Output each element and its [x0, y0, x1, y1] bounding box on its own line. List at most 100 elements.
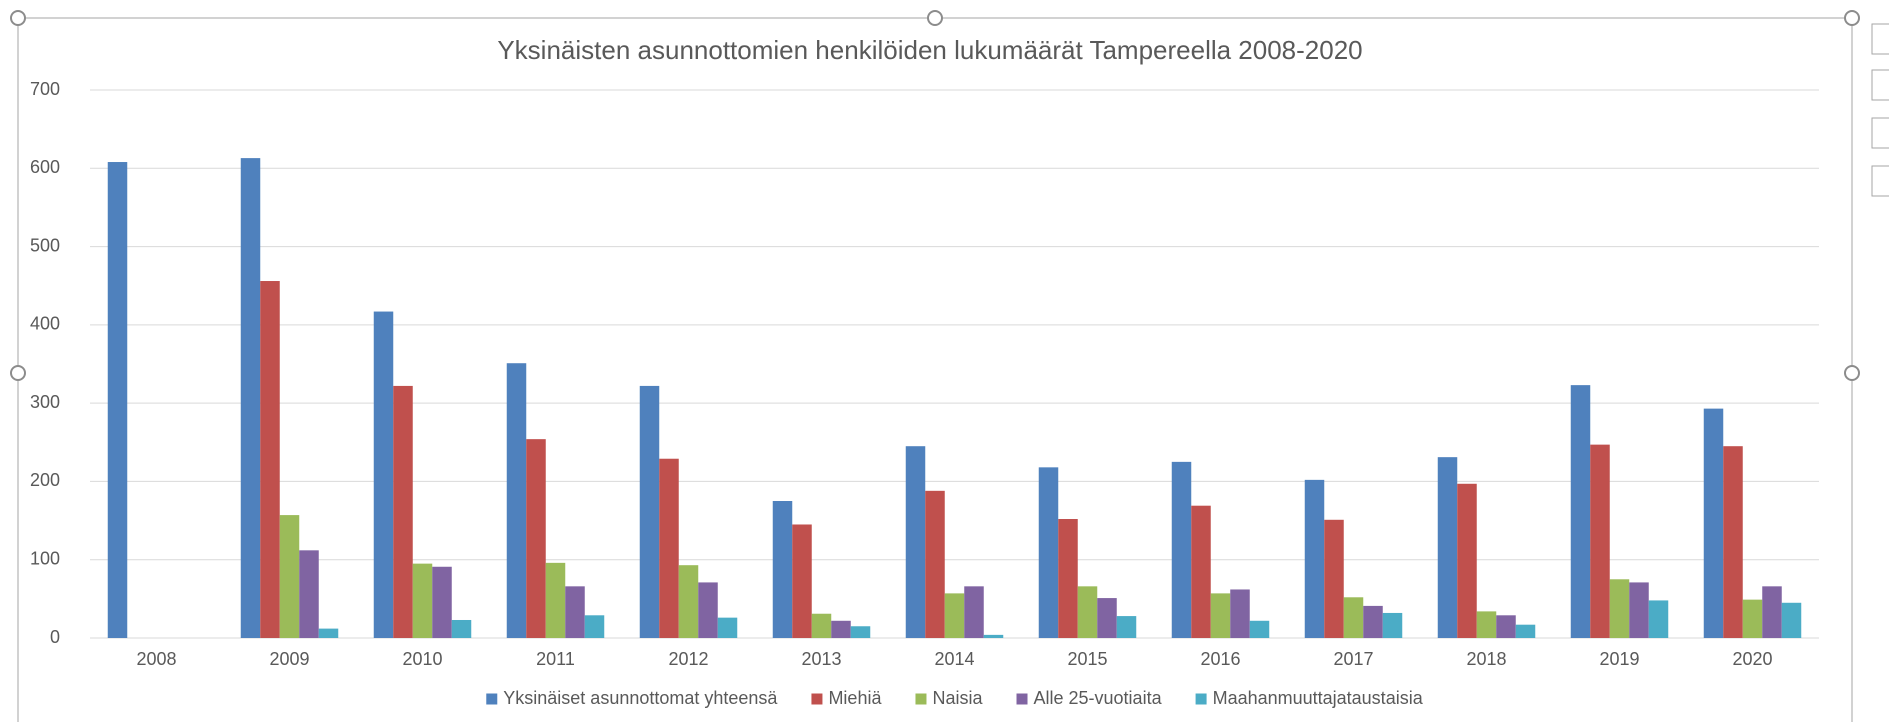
bar	[1496, 615, 1516, 638]
bar	[545, 562, 566, 638]
chart-filters-button[interactable]	[1871, 117, 1889, 149]
bar	[1343, 597, 1364, 638]
bar	[811, 613, 832, 638]
x-tick-label: 2016	[1200, 649, 1240, 669]
bar	[279, 515, 300, 638]
legend-label: Maahanmuuttajataustaisia	[1213, 688, 1424, 708]
resize-handle[interactable]	[10, 10, 26, 26]
bar	[639, 385, 660, 638]
x-tick-label: 2011	[536, 649, 575, 669]
x-tick-label: 2013	[801, 649, 841, 669]
bar	[260, 281, 280, 638]
resize-handle[interactable]	[927, 10, 943, 26]
y-tick-label: 500	[30, 235, 60, 255]
x-tick-label: 2019	[1599, 649, 1639, 669]
legend-label: Naisia	[932, 688, 983, 708]
resize-handle[interactable]	[1844, 365, 1860, 381]
bar	[1648, 600, 1669, 638]
bar	[850, 626, 871, 638]
bar	[1304, 479, 1325, 638]
bar	[964, 586, 984, 638]
x-tick-label: 2018	[1466, 649, 1506, 669]
resize-handle[interactable]	[1844, 10, 1860, 26]
bar	[240, 158, 261, 638]
legend-label: Yksinäiset asunnottomat yhteensä	[503, 688, 778, 708]
chart-elements-button[interactable]	[1871, 23, 1889, 55]
bar	[1324, 519, 1344, 638]
bar	[1742, 599, 1763, 638]
y-tick-label: 300	[30, 392, 60, 412]
bar	[584, 615, 605, 638]
bar	[1629, 582, 1649, 638]
bar	[506, 363, 527, 638]
x-tick-label: 2014	[934, 649, 974, 669]
legend-swatch	[486, 693, 498, 705]
bar	[526, 439, 546, 638]
bar	[412, 563, 433, 638]
bar	[925, 490, 945, 638]
bar	[1762, 586, 1782, 638]
x-tick-label: 2015	[1067, 649, 1107, 669]
bar	[983, 634, 1004, 638]
y-tick-label: 400	[30, 314, 60, 334]
bar	[1038, 467, 1059, 638]
x-tick-label: 2010	[402, 649, 442, 669]
chart-styles-button[interactable]	[1871, 69, 1889, 101]
bar	[1781, 602, 1802, 638]
y-tick-label: 600	[30, 157, 60, 177]
bar	[1382, 612, 1403, 638]
bar	[905, 446, 926, 638]
x-tick-label: 2009	[269, 649, 309, 669]
bar	[792, 524, 812, 638]
y-tick-label: 200	[30, 470, 60, 490]
legend-swatch	[915, 693, 927, 705]
bar	[1097, 598, 1117, 638]
bar	[107, 162, 128, 638]
bar	[565, 586, 585, 638]
bar	[678, 565, 699, 638]
bar	[1077, 586, 1098, 638]
bar	[432, 566, 452, 638]
legend-swatch	[1016, 693, 1028, 705]
bar	[1476, 611, 1497, 638]
bar	[318, 628, 339, 638]
bar	[1723, 446, 1743, 638]
bar	[717, 617, 738, 638]
x-tick-label: 2008	[136, 649, 176, 669]
x-tick-label: 2020	[1732, 649, 1772, 669]
legend-swatch	[811, 693, 823, 705]
bar	[1363, 605, 1383, 638]
resize-handle[interactable]	[10, 365, 26, 381]
bar	[1230, 589, 1250, 638]
bar	[1191, 505, 1211, 638]
x-tick-label: 2012	[668, 649, 708, 669]
bar	[944, 593, 965, 638]
bar	[1058, 519, 1078, 638]
chart-title: Yksinäisten asunnottomien henkilöiden lu…	[497, 35, 1362, 65]
legend-label: Miehiä	[828, 688, 882, 708]
bar	[1515, 624, 1536, 638]
bar	[831, 620, 851, 638]
y-tick-label: 700	[30, 79, 60, 99]
x-tick-label: 2017	[1333, 649, 1373, 669]
bar	[1437, 457, 1458, 638]
bar	[393, 385, 413, 638]
legend-swatch	[1195, 693, 1207, 705]
bar	[1703, 408, 1724, 638]
bar	[1249, 620, 1270, 638]
chart-layout-button[interactable]	[1871, 165, 1889, 197]
bar	[1210, 593, 1231, 638]
bar	[659, 458, 679, 638]
bar	[1171, 461, 1192, 638]
bar	[451, 619, 472, 638]
bar	[1116, 616, 1137, 638]
bar	[299, 550, 319, 638]
bar	[772, 501, 793, 638]
bar	[373, 311, 394, 638]
bar	[698, 582, 718, 638]
bar	[1609, 579, 1630, 638]
bar	[1457, 483, 1477, 638]
y-tick-label: 0	[50, 627, 60, 647]
legend-label: Alle 25-vuotiaita	[1034, 688, 1163, 708]
